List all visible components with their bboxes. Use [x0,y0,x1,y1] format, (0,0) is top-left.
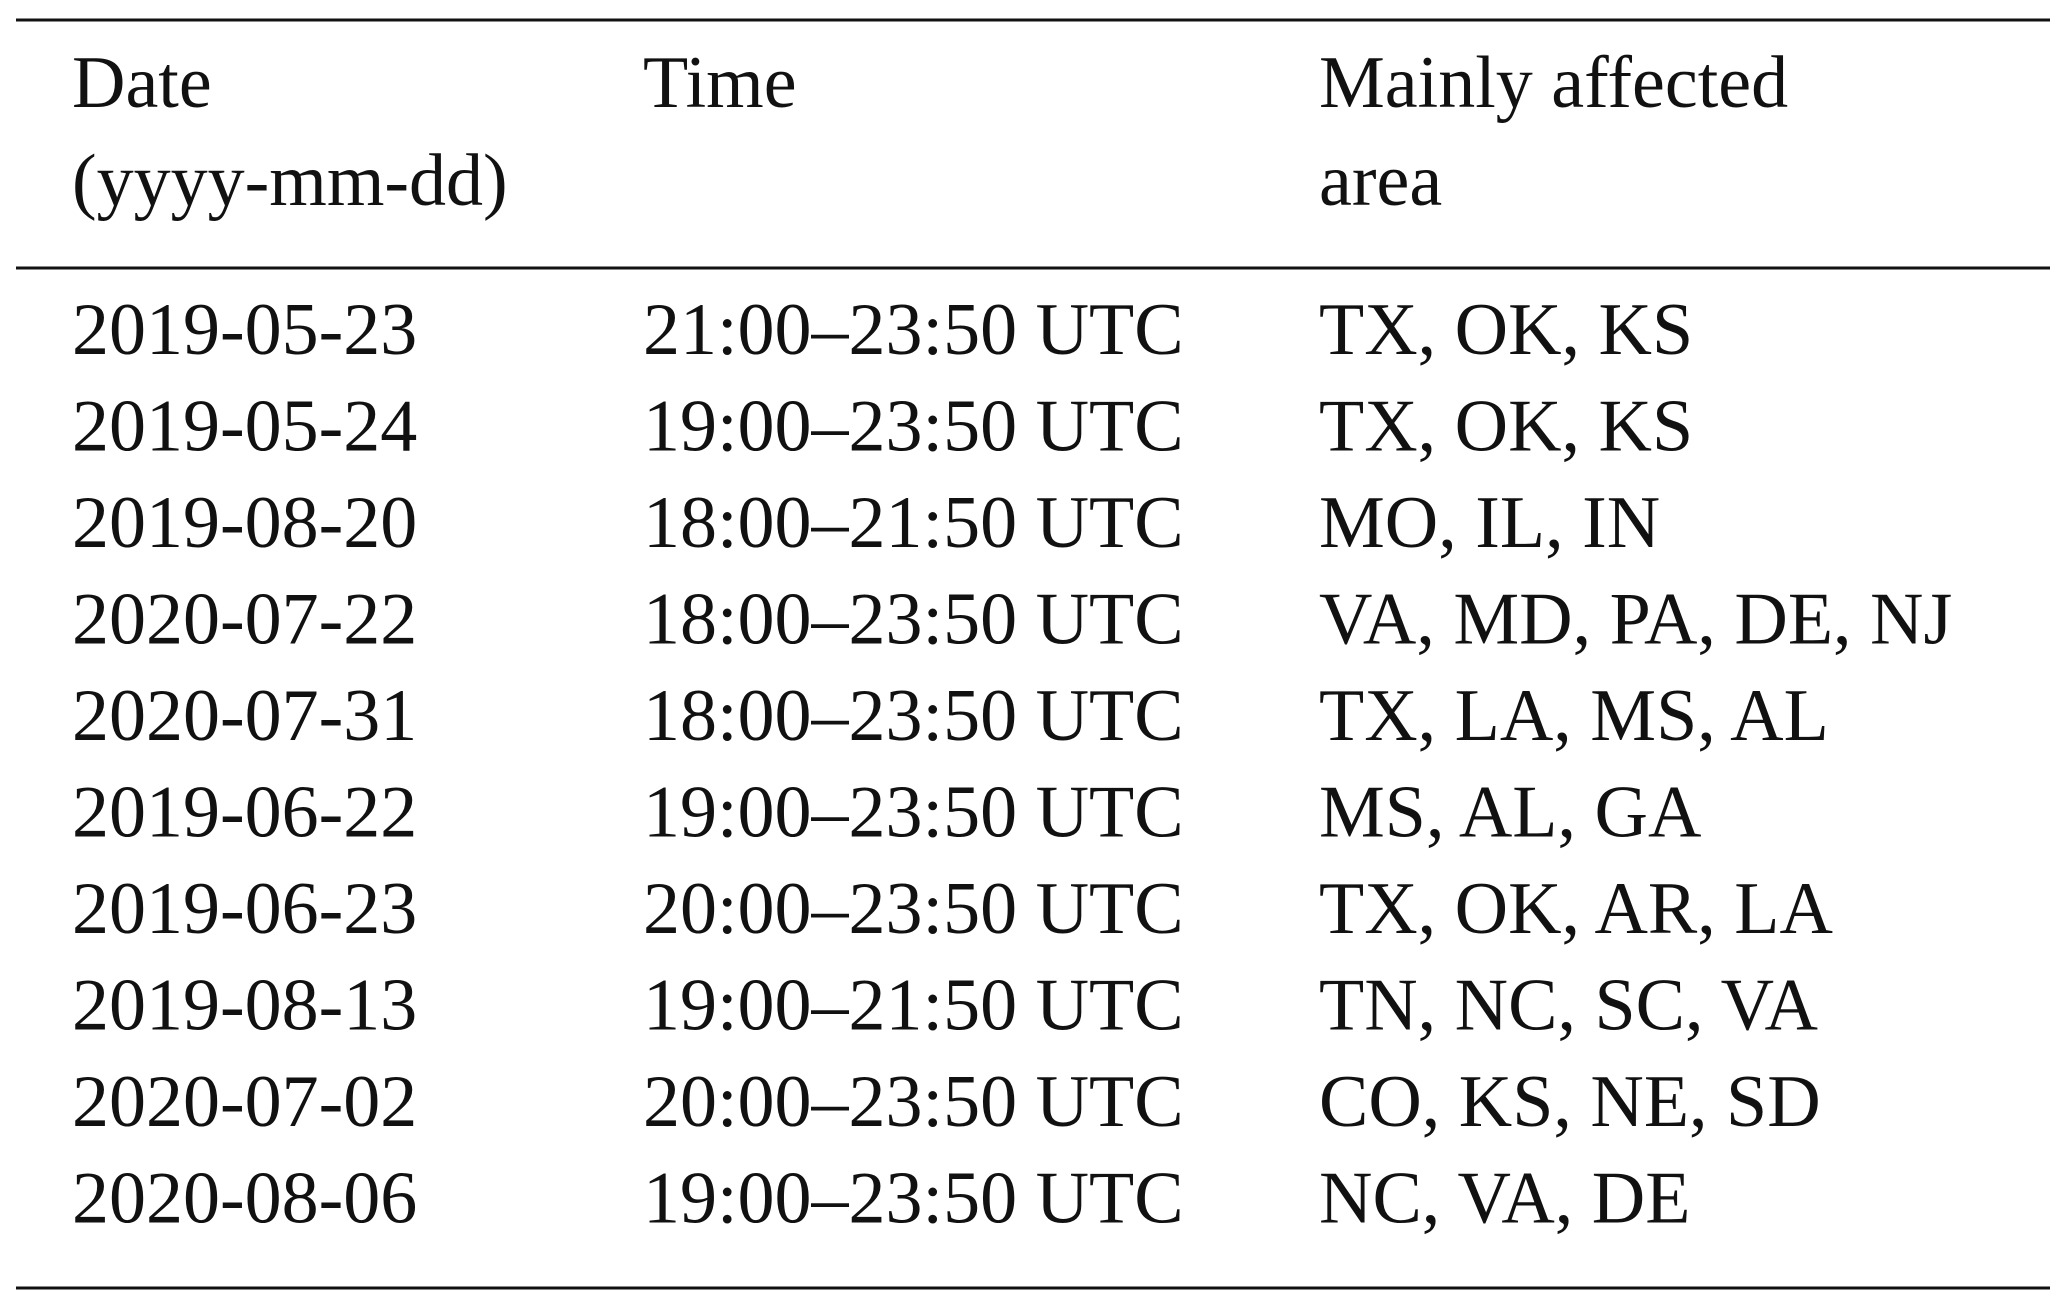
table-cell: TX, OK, AR, LA [1319,868,1833,950]
table-cell: MS, AL, GA [1319,771,1701,853]
table-cell: 18:00–23:50 UTC [643,675,1184,757]
table-cell: 19:00–21:50 UTC [643,964,1184,1046]
header-cell: Date [72,42,212,124]
table-cell: 20:00–23:50 UTC [643,868,1184,950]
table-cell: 2019-06-23 [72,868,417,950]
table-cell: 21:00–23:50 UTC [643,289,1184,371]
table-cell: 2019-05-24 [72,385,417,467]
header-cell: Mainly affected [1319,42,1788,124]
table-cell: CO, KS, NE, SD [1319,1061,1821,1143]
table-cell: 18:00–21:50 UTC [643,482,1184,564]
table-cell: 2019-05-23 [72,289,417,371]
table-cell: TX, OK, KS [1319,385,1693,467]
table-cell: 19:00–23:50 UTC [643,771,1184,853]
table-cell: NC, VA, DE [1319,1157,1690,1239]
table-cell: 2020-08-06 [72,1157,417,1239]
table-cell: 2020-07-02 [72,1061,417,1143]
table-cell: MO, IL, IN [1319,482,1660,564]
table-cell: 2020-07-22 [72,578,417,660]
table-cell: 19:00–23:50 UTC [643,1157,1184,1239]
table-cell: 2019-06-22 [72,771,417,853]
table-cell: 2020-07-31 [72,675,417,757]
table-cell: 2019-08-13 [72,964,417,1046]
header-cell: (yyyy-mm-dd) [72,140,508,222]
table-cell: VA, MD, PA, DE, NJ [1319,578,1952,660]
table-cell: TN, NC, SC, VA [1319,964,1818,1046]
table-cell: TX, OK, KS [1319,289,1693,371]
header-cell: Time [643,42,797,124]
header-cell: area [1319,140,1442,222]
table-cell: 20:00–23:50 UTC [643,1061,1184,1143]
table-cell: TX, LA, MS, AL [1319,675,1829,757]
table-cell: 19:00–23:50 UTC [643,385,1184,467]
table-cell: 18:00–23:50 UTC [643,578,1184,660]
table-cell: 2019-08-20 [72,482,417,564]
